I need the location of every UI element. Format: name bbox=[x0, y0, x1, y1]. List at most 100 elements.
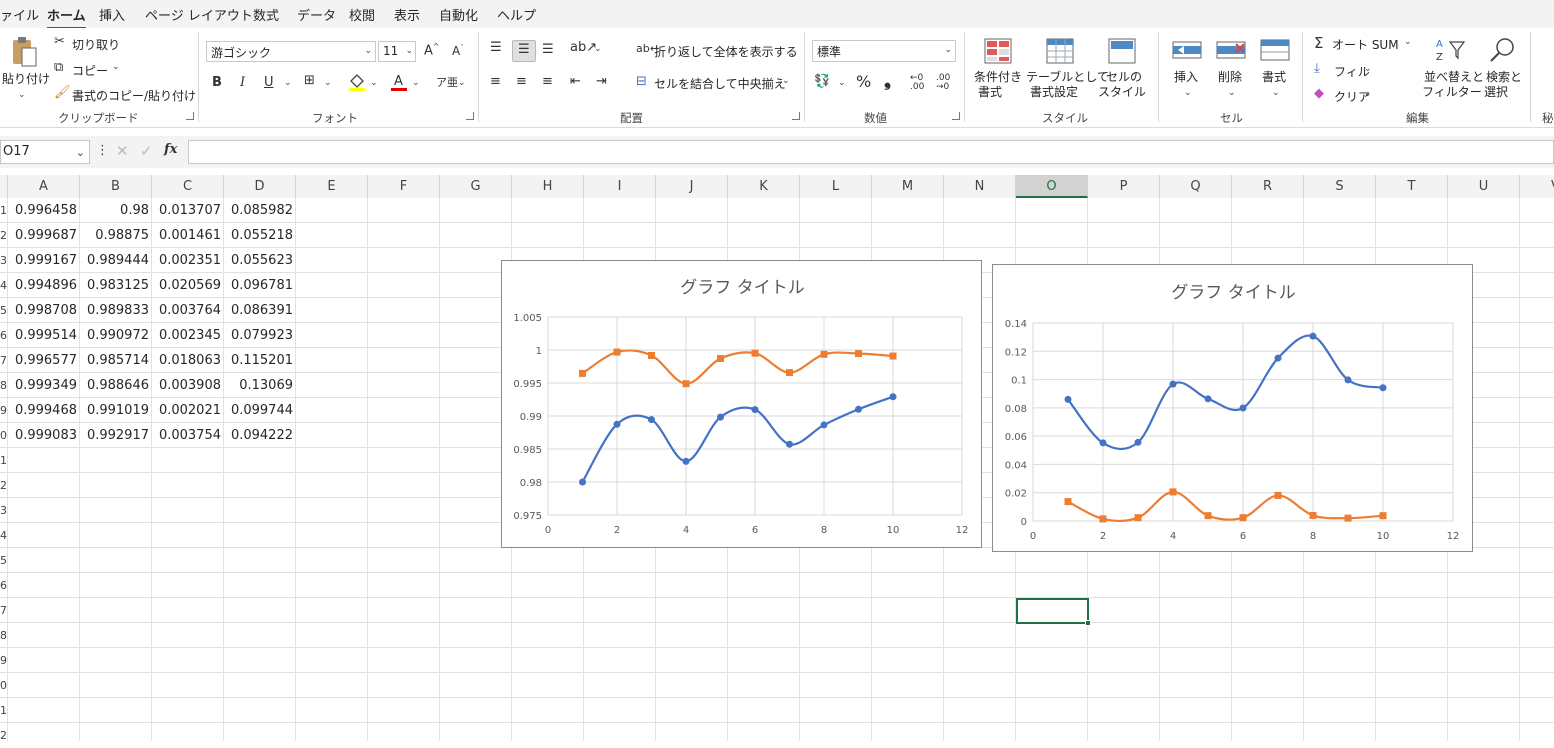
insert-function-button[interactable]: fx bbox=[164, 142, 178, 157]
font-shrink-icon[interactable]: Aˇ bbox=[452, 44, 464, 58]
cell-a6[interactable]: 0.999514 bbox=[14, 328, 77, 343]
underline-button[interactable]: U bbox=[264, 75, 274, 90]
cell-d4[interactable]: 0.096781 bbox=[230, 278, 293, 293]
row-header[interactable]: 0 bbox=[0, 679, 7, 692]
cell-a7[interactable]: 0.996577 bbox=[14, 353, 77, 368]
row-header[interactable]: 7 bbox=[0, 604, 7, 617]
column-header-q[interactable]: Q bbox=[1160, 175, 1232, 198]
column-header-p[interactable]: P bbox=[1088, 175, 1160, 198]
copy-button[interactable]: ⧉ コピー ⌄ bbox=[54, 60, 124, 80]
column-header-m[interactable]: M bbox=[872, 175, 944, 198]
dialog-launcher-icon[interactable] bbox=[952, 112, 960, 120]
row-header[interactable]: 4 bbox=[0, 529, 7, 542]
cell-d2[interactable]: 0.055218 bbox=[230, 228, 293, 243]
insert-cells-button[interactable]: 挿入 ⌄ bbox=[1166, 34, 1208, 106]
cell-a9[interactable]: 0.999468 bbox=[14, 403, 77, 418]
cell-a4[interactable]: 0.994896 bbox=[14, 278, 77, 293]
dialog-launcher-icon[interactable] bbox=[466, 112, 474, 120]
row-header[interactable]: 3 bbox=[0, 254, 7, 267]
chevron-down-icon[interactable]: ⌄ bbox=[324, 78, 332, 88]
decrease-decimal-icon[interactable]: .00 →0 bbox=[936, 73, 951, 92]
bold-button[interactable]: B bbox=[212, 75, 222, 90]
dialog-launcher-icon[interactable] bbox=[186, 112, 194, 120]
column-header-g[interactable]: G bbox=[440, 175, 512, 198]
column-header-e[interactable]: E bbox=[296, 175, 368, 198]
ribbon-tab-1[interactable]: ホーム bbox=[47, 5, 86, 30]
border-icon[interactable]: ⊞ bbox=[304, 73, 315, 88]
cell-d9[interactable]: 0.099744 bbox=[230, 403, 293, 418]
cell-styles-button[interactable]: セルの スタイル bbox=[1096, 34, 1152, 106]
row-header[interactable]: 9 bbox=[0, 404, 7, 417]
column-header-i[interactable]: I bbox=[584, 175, 656, 198]
cell-c7[interactable]: 0.018063 bbox=[158, 353, 221, 368]
column-header-j[interactable]: J bbox=[656, 175, 728, 198]
indent-decrease-icon[interactable]: ⇤ bbox=[570, 74, 581, 89]
cell-b3[interactable]: 0.989444 bbox=[86, 253, 149, 268]
find-select-button[interactable]: 検索と 選択 bbox=[1482, 34, 1524, 106]
row-header[interactable]: 8 bbox=[0, 629, 7, 642]
delete-cells-button[interactable]: 削除 ⌄ bbox=[1210, 34, 1252, 106]
orientation-icon[interactable]: ab↗ bbox=[570, 40, 598, 55]
ribbon-tab-5[interactable]: データ bbox=[297, 9, 337, 24]
chevron-down-icon[interactable]: ⌄ bbox=[284, 78, 292, 88]
row-header[interactable]: 0 bbox=[0, 429, 7, 442]
column-header-v[interactable]: V bbox=[1520, 175, 1554, 198]
chevron-down-icon[interactable]: ⌄ bbox=[594, 44, 602, 54]
cell-c9[interactable]: 0.002021 bbox=[158, 403, 221, 418]
cell-d10[interactable]: 0.094222 bbox=[230, 428, 293, 443]
chevron-down-icon[interactable]: ⌄ bbox=[370, 78, 378, 88]
worksheet-grid[interactable]: ABCDEFGHIJKLMNOPQRSTUV 12345678901234567… bbox=[0, 175, 1554, 742]
merge-center-button[interactable]: ⊟ セルを結合して中央揃え ⌄ bbox=[636, 74, 796, 94]
cell-d1[interactable]: 0.085982 bbox=[230, 203, 293, 218]
row-header[interactable]: 4 bbox=[0, 279, 7, 292]
cell-c10[interactable]: 0.003754 bbox=[158, 428, 221, 443]
row-header[interactable]: 2 bbox=[0, 229, 7, 242]
chart-1[interactable]: グラフ タイトル 0.975 0.98 0.985 0.99 0.995 1 1.005 0 2… bbox=[501, 260, 982, 548]
format-painter-button[interactable]: 🖌 書式のコピー/貼り付け bbox=[54, 85, 196, 105]
column-header-h[interactable]: H bbox=[512, 175, 584, 198]
ribbon-tab-6[interactable]: 校閲 bbox=[349, 9, 376, 24]
align-top-icon[interactable]: ☰ bbox=[490, 40, 502, 55]
font-grow-icon[interactable]: A^ bbox=[424, 42, 440, 59]
fill-handle[interactable] bbox=[1085, 620, 1091, 626]
cell-d6[interactable]: 0.079923 bbox=[230, 328, 293, 343]
cell-b6[interactable]: 0.990972 bbox=[86, 328, 149, 343]
format-cells-button[interactable]: 書式 ⌄ bbox=[1254, 34, 1296, 106]
more-options-icon[interactable]: ⋮ bbox=[96, 143, 109, 158]
column-header-l[interactable]: L bbox=[800, 175, 872, 198]
comma-button[interactable]: ❟ bbox=[884, 70, 892, 91]
number-format-select[interactable]: 標準 ⌄ bbox=[812, 40, 956, 62]
cell-a8[interactable]: 0.999349 bbox=[14, 378, 77, 393]
cut-button[interactable]: ✂ 切り取り bbox=[54, 34, 124, 54]
column-header-o[interactable]: O bbox=[1016, 175, 1088, 198]
cell-b10[interactable]: 0.992917 bbox=[86, 428, 149, 443]
cell-c6[interactable]: 0.002345 bbox=[158, 328, 221, 343]
chart-2[interactable]: グラフ タイトル 0 0.02 0.04 0.06 0.08 0.1 0.12 0.14 0 2 4… bbox=[992, 264, 1473, 552]
cell-b8[interactable]: 0.988646 bbox=[86, 378, 149, 393]
cell-b5[interactable]: 0.989833 bbox=[86, 303, 149, 318]
active-cell-o17[interactable] bbox=[1016, 598, 1091, 626]
increase-decimal-icon[interactable]: ←0.00 bbox=[910, 73, 925, 92]
sort-filter-button[interactable]: A Z 並べ替えと フィルター bbox=[1420, 34, 1484, 106]
align-right-icon[interactable]: ≡ bbox=[542, 74, 553, 89]
column-header-f[interactable]: F bbox=[368, 175, 440, 198]
row-header[interactable]: 5 bbox=[0, 554, 7, 567]
row-header[interactable]: 1 bbox=[0, 704, 7, 717]
conditional-format-button[interactable]: 条件付き 書式 bbox=[970, 34, 1026, 106]
cell-d7[interactable]: 0.115201 bbox=[230, 353, 293, 368]
font-color-icon[interactable]: A bbox=[390, 72, 408, 92]
column-header-b[interactable]: B bbox=[80, 175, 152, 198]
cell-b7[interactable]: 0.985714 bbox=[86, 353, 149, 368]
header-corner[interactable] bbox=[0, 175, 8, 198]
paste-button[interactable]: 貼り付け ⌄ bbox=[0, 32, 50, 102]
ribbon-tab-4[interactable]: 数式 bbox=[253, 9, 280, 24]
cell-d8[interactable]: 0.13069 bbox=[239, 378, 293, 393]
row-header[interactable]: 2 bbox=[0, 729, 7, 742]
column-header-k[interactable]: K bbox=[728, 175, 800, 198]
cell-a3[interactable]: 0.999167 bbox=[14, 253, 77, 268]
chevron-down-icon[interactable]: ⌄ bbox=[458, 78, 466, 88]
row-header[interactable]: 1 bbox=[0, 204, 7, 217]
autosum-button[interactable]: Σ オート SUM ⌄ bbox=[1314, 34, 1414, 54]
cell-b9[interactable]: 0.991019 bbox=[86, 403, 149, 418]
row-header[interactable]: 8 bbox=[0, 379, 7, 392]
